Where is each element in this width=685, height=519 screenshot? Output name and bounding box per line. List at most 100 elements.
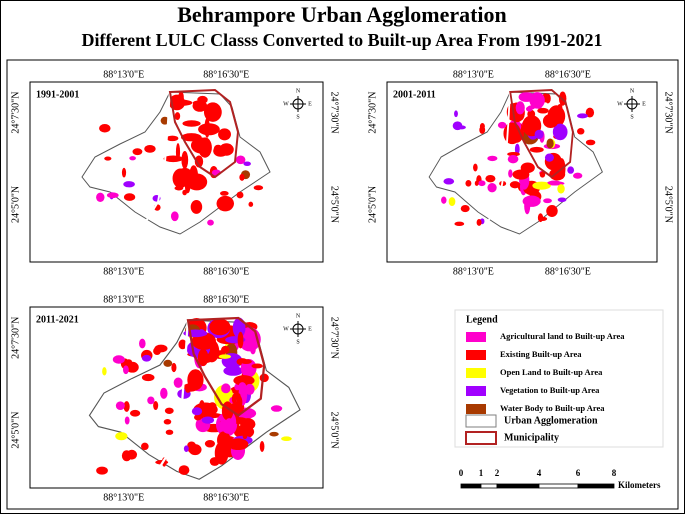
land-use-patch (203, 102, 222, 122)
land-use-patch (534, 129, 544, 139)
title: Behrampore Urban Agglomeration (177, 2, 507, 27)
compass-label: E (308, 326, 312, 332)
land-use-patch (144, 145, 156, 153)
municipality-boundary (168, 88, 240, 179)
coord-label: 88°13'0"E (453, 266, 494, 277)
land-use-patch (163, 419, 172, 425)
coord-label: 88°16'30"E (203, 266, 249, 277)
river (479, 86, 512, 235)
municipality-boundary (509, 88, 574, 179)
land-use-patch (125, 359, 133, 365)
compass-label: W (283, 326, 289, 332)
coord-label: 24°5'0"N (663, 186, 674, 223)
land-use-patch (139, 338, 146, 349)
land-use-patch (515, 101, 525, 115)
coord-label: 24°7'30"N (663, 92, 674, 134)
land-use-patch (106, 192, 119, 199)
scale-segment (538, 483, 579, 489)
land-use-patch (129, 156, 136, 161)
land-use-patch (178, 339, 187, 350)
land-use-patch (546, 205, 558, 217)
land-use-patch (225, 418, 234, 429)
land-use-patch (509, 181, 521, 189)
compass-label: W (283, 101, 289, 107)
map-panel: 2011-2021 N S E W (29, 306, 324, 489)
land-use-patch (201, 416, 215, 424)
compass-label: S (296, 114, 299, 120)
coord-label: 88°16'30"E (203, 69, 249, 80)
coord-label: 88°16'30"E (545, 69, 591, 80)
legend-label: Urban Agglomeration (504, 415, 598, 426)
land-use-patch (204, 439, 215, 448)
land-use-patch (209, 457, 220, 466)
land-use-patch (166, 135, 179, 142)
land-use-patch (153, 401, 159, 411)
land-use-patch (543, 198, 552, 204)
land-use-patch (190, 199, 203, 214)
land-use-patch (219, 447, 226, 455)
legend-title: Legend (466, 314, 498, 325)
land-use-patch (192, 100, 206, 106)
river (151, 314, 190, 480)
compass-label: N (296, 88, 301, 94)
legend-label: Vegetation to Built-up Area (500, 385, 600, 395)
land-use-patch (497, 121, 507, 129)
land-use-patch (164, 407, 174, 414)
coord-label: 24°7'30"N (10, 317, 21, 359)
land-use-patch (236, 191, 244, 199)
legend-label: Municipality (504, 432, 559, 443)
land-use-patch (104, 156, 112, 161)
scale-segment (496, 483, 540, 489)
land-use-patch (174, 112, 181, 121)
land-use-patch (487, 155, 498, 162)
land-use-patch (585, 139, 596, 146)
river (137, 86, 171, 235)
subtitle: Different LULC Classs Converted to Built… (82, 30, 603, 50)
coord-label: 88°13'0"E (103, 492, 144, 503)
coord-label: 88°16'30"E (545, 266, 591, 277)
land-use-patch (460, 204, 470, 213)
scale-label: 1 (479, 468, 484, 478)
land-use-patch (163, 155, 183, 163)
land-use-patch (170, 211, 179, 222)
land-use-patch (487, 182, 497, 193)
scale-label: 0 (459, 468, 464, 478)
land-use-patch (233, 392, 241, 399)
coord-label: 24°5'0"N (10, 186, 21, 223)
legend-swatch (466, 332, 486, 342)
land-use-patch (544, 153, 554, 162)
land-use-patch (259, 440, 265, 453)
land-use-patch (239, 173, 245, 181)
land-use-patch (567, 166, 575, 174)
compass-label: S (296, 339, 299, 345)
land-use-patch (557, 184, 565, 194)
land-use-patch (171, 362, 177, 373)
land-use-patch (197, 348, 209, 367)
map (428, 86, 603, 235)
land-use-patch (181, 150, 189, 169)
compass-label: E (642, 101, 646, 107)
land-use-patch (99, 124, 111, 133)
land-use-patch (240, 359, 252, 365)
land-use-patch (238, 382, 247, 392)
land-use-patch (165, 429, 174, 435)
land-use-patch (539, 171, 546, 178)
land-use-patch (194, 155, 204, 168)
coord-label: 24°5'0"N (329, 412, 340, 449)
land-use-patch (121, 167, 127, 178)
land-use-patch (243, 161, 251, 166)
land-use-patch (181, 172, 189, 182)
land-use-patch (218, 128, 231, 141)
land-use-patch (232, 317, 246, 339)
land-use-patch (207, 219, 214, 226)
legend-swatch (466, 386, 486, 396)
map (88, 314, 301, 480)
land-use-patch (552, 123, 568, 141)
land-use-patch (123, 181, 135, 188)
coord-label: 88°13'0"E (103, 294, 144, 305)
land-use-patch (178, 465, 190, 475)
land-use-patch (529, 146, 544, 153)
compass-label: N (296, 313, 301, 319)
land-use-patch (188, 444, 202, 456)
